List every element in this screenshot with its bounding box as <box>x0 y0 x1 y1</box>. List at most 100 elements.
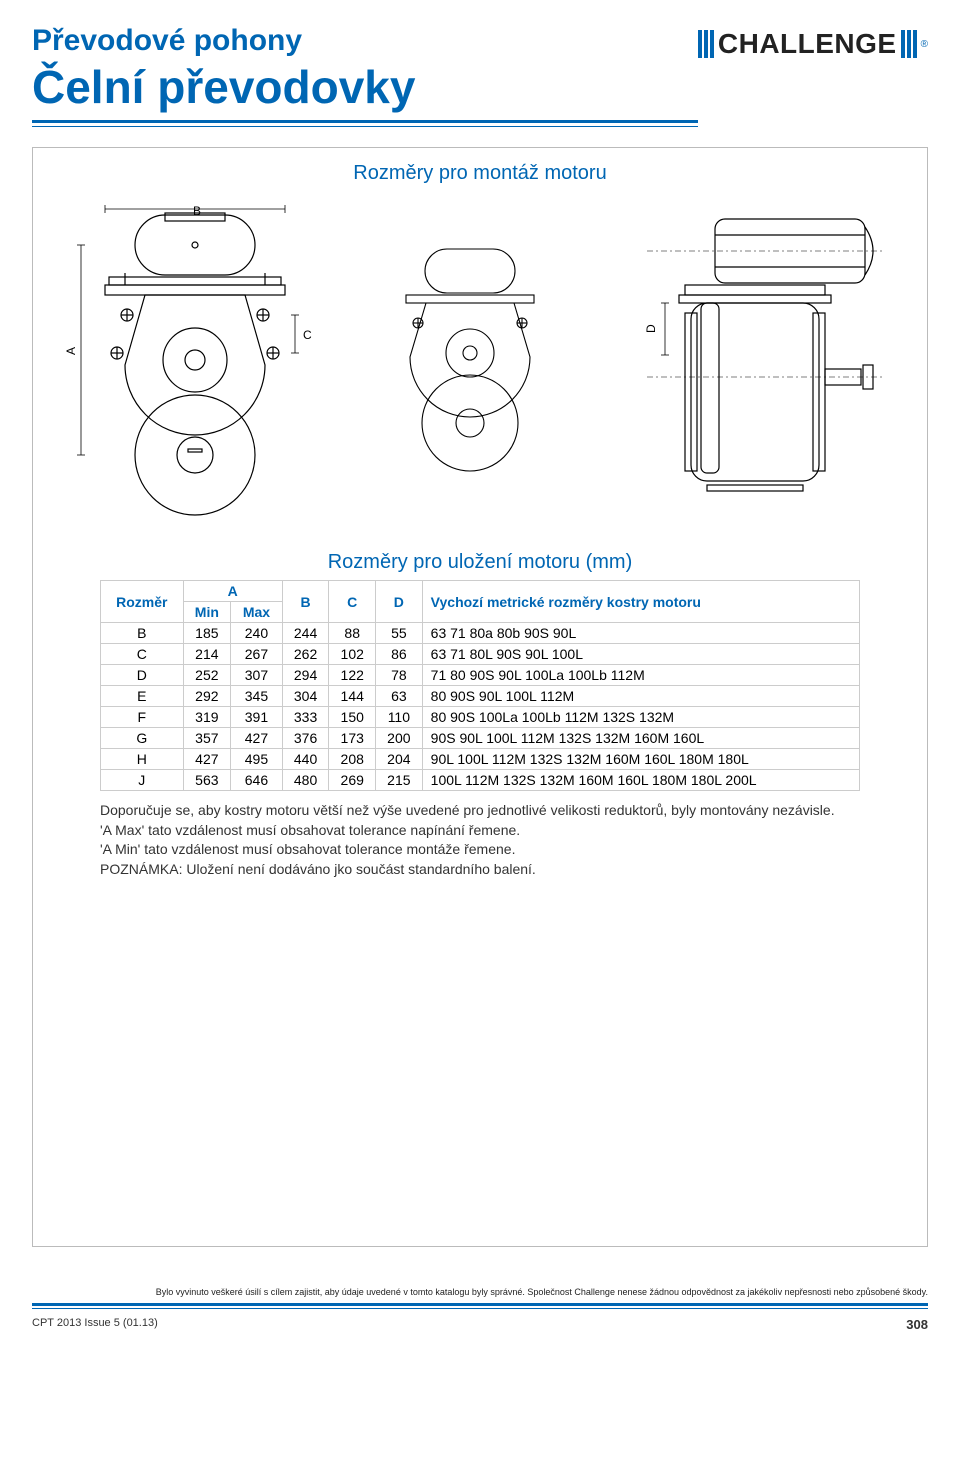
table-cell: J <box>101 770 184 791</box>
table-cell: 304 <box>282 686 329 707</box>
table-cell: 495 <box>231 749 283 770</box>
diagram-row: A B C <box>51 205 909 525</box>
diagram-side-view: D <box>615 205 895 525</box>
table-cell: 427 <box>183 749 231 770</box>
table-cell: F <box>101 707 184 728</box>
th-rozmer: Rozměr <box>101 581 184 623</box>
table-cell: 208 <box>329 749 376 770</box>
table-cell: 204 <box>376 749 423 770</box>
table-cell: C <box>101 644 184 665</box>
table-cell: 71 80 90S 90L 100La 100Lb 112M <box>422 665 859 686</box>
footer-issue: CPT 2013 Issue 5 (01.13) <box>32 1317 158 1332</box>
th-min: Min <box>183 602 231 623</box>
table-cell: 78 <box>376 665 423 686</box>
title-block: Převodové pohony Čelní převodovky <box>32 24 698 147</box>
table-cell: 110 <box>376 707 423 728</box>
table-row: C2142672621028663 71 80L 90S 90L 100L <box>101 644 860 665</box>
brand-bars-right <box>901 30 917 58</box>
th-max: Max <box>231 602 283 623</box>
table-cell: 427 <box>231 728 283 749</box>
table-cell: 90S 90L 100L 112M 132S 132M 160M 160L <box>422 728 859 749</box>
table-cell: G <box>101 728 184 749</box>
brand-logo: CHALLENGE ® <box>698 28 928 60</box>
diagram-front-view: A B C <box>65 205 325 525</box>
page-title: Čelní převodovky <box>32 60 698 123</box>
dim-label-d: D <box>644 324 658 333</box>
table-cell: 63 71 80L 90S 90L 100L <box>422 644 859 665</box>
note-line-1: Doporučuje se, aby kostry motoru větší n… <box>100 801 860 821</box>
table-cell: 252 <box>183 665 231 686</box>
table-cell: 292 <box>183 686 231 707</box>
table-cell: 319 <box>183 707 231 728</box>
table-cell: 440 <box>282 749 329 770</box>
table-cell: 173 <box>329 728 376 749</box>
table-cell: 215 <box>376 770 423 791</box>
note-line-2: 'A Max' tato vzdálenost musí obsahovat t… <box>100 821 860 841</box>
table-row: E2923453041446380 90S 90L 100L 112M <box>101 686 860 707</box>
table-cell: 262 <box>282 644 329 665</box>
table-row: B185240244885563 71 80a 80b 90S 90L <box>101 623 860 644</box>
diagram-title: Rozměry pro montáž motoru <box>51 162 909 185</box>
footer-rule-thick <box>32 1303 928 1306</box>
table-cell: 391 <box>231 707 283 728</box>
diagram-small-view <box>370 245 570 485</box>
table-cell: 646 <box>231 770 283 791</box>
table-cell: 88 <box>329 623 376 644</box>
note-line-4: POZNÁMKA: Uložení není dodáváno jko souč… <box>100 860 860 880</box>
page-header: Převodové pohony Čelní převodovky CHALLE… <box>32 24 928 147</box>
th-c: C <box>329 581 376 623</box>
table-cell: 100L 112M 132S 132M 160M 160L 180M 180L … <box>422 770 859 791</box>
table-row: J563646480269215100L 112M 132S 132M 160M… <box>101 770 860 791</box>
table-row: H42749544020820490L 100L 112M 132S 132M … <box>101 749 860 770</box>
table-cell: 333 <box>282 707 329 728</box>
table-cell: 150 <box>329 707 376 728</box>
table-cell: 80 90S 100La 100Lb 112M 132S 132M <box>422 707 859 728</box>
table-cell: 244 <box>282 623 329 644</box>
table-cell: 144 <box>329 686 376 707</box>
table-cell: 214 <box>183 644 231 665</box>
note-line-3: 'A Min' tato vzdálenost musí obsahovat t… <box>100 840 860 860</box>
th-d: D <box>376 581 423 623</box>
content-frame: Rozměry pro montáž motoru <box>32 147 928 1247</box>
table-cell: D <box>101 665 184 686</box>
table-cell: 90L 100L 112M 132S 132M 160M 160L 180M 1… <box>422 749 859 770</box>
th-vychozi: Vychozí metrické rozměry kostry motoru <box>422 581 859 623</box>
spec-table: Rozměr A B C D Vychozí metrické rozměry … <box>100 580 860 791</box>
page-pretitle: Převodové pohony <box>32 24 698 58</box>
page-footer: Bylo vyvinuto veškeré úsilí s cílem zaji… <box>32 1287 928 1332</box>
table-cell: 240 <box>231 623 283 644</box>
table-cell: 185 <box>183 623 231 644</box>
table-cell: 563 <box>183 770 231 791</box>
footer-disclaimer: Bylo vyvinuto veškeré úsilí s cílem zaji… <box>32 1287 928 1297</box>
th-b: B <box>282 581 329 623</box>
table-cell: 55 <box>376 623 423 644</box>
registered-mark: ® <box>921 39 928 50</box>
table-cell: 357 <box>183 728 231 749</box>
table-cell: 80 90S 90L 100L 112M <box>422 686 859 707</box>
table-cell: 86 <box>376 644 423 665</box>
dim-label-b: B <box>193 205 201 218</box>
table-cell: B <box>101 623 184 644</box>
th-a: A <box>183 581 282 602</box>
footer-rule-thin <box>32 1308 928 1309</box>
title-underline <box>32 126 698 127</box>
table-cell: 345 <box>231 686 283 707</box>
table-cell: E <box>101 686 184 707</box>
footer-page: 308 <box>906 1317 928 1332</box>
table-cell: 294 <box>282 665 329 686</box>
table-title: Rozměry pro uložení motoru (mm) <box>100 551 860 574</box>
table-cell: 122 <box>329 665 376 686</box>
table-cell: H <box>101 749 184 770</box>
table-cell: 63 71 80a 80b 90S 90L <box>422 623 859 644</box>
table-section: Rozměry pro uložení motoru (mm) Rozměr A… <box>100 551 860 879</box>
table-row: G35742737617320090S 90L 100L 112M 132S 1… <box>101 728 860 749</box>
table-row: F31939133315011080 90S 100La 100Lb 112M … <box>101 707 860 728</box>
brand-text: CHALLENGE <box>718 28 897 60</box>
table-cell: 200 <box>376 728 423 749</box>
notes: Doporučuje se, aby kostry motoru větší n… <box>100 801 860 879</box>
table-cell: 269 <box>329 770 376 791</box>
table-cell: 376 <box>282 728 329 749</box>
table-cell: 63 <box>376 686 423 707</box>
table-cell: 102 <box>329 644 376 665</box>
table-cell: 267 <box>231 644 283 665</box>
